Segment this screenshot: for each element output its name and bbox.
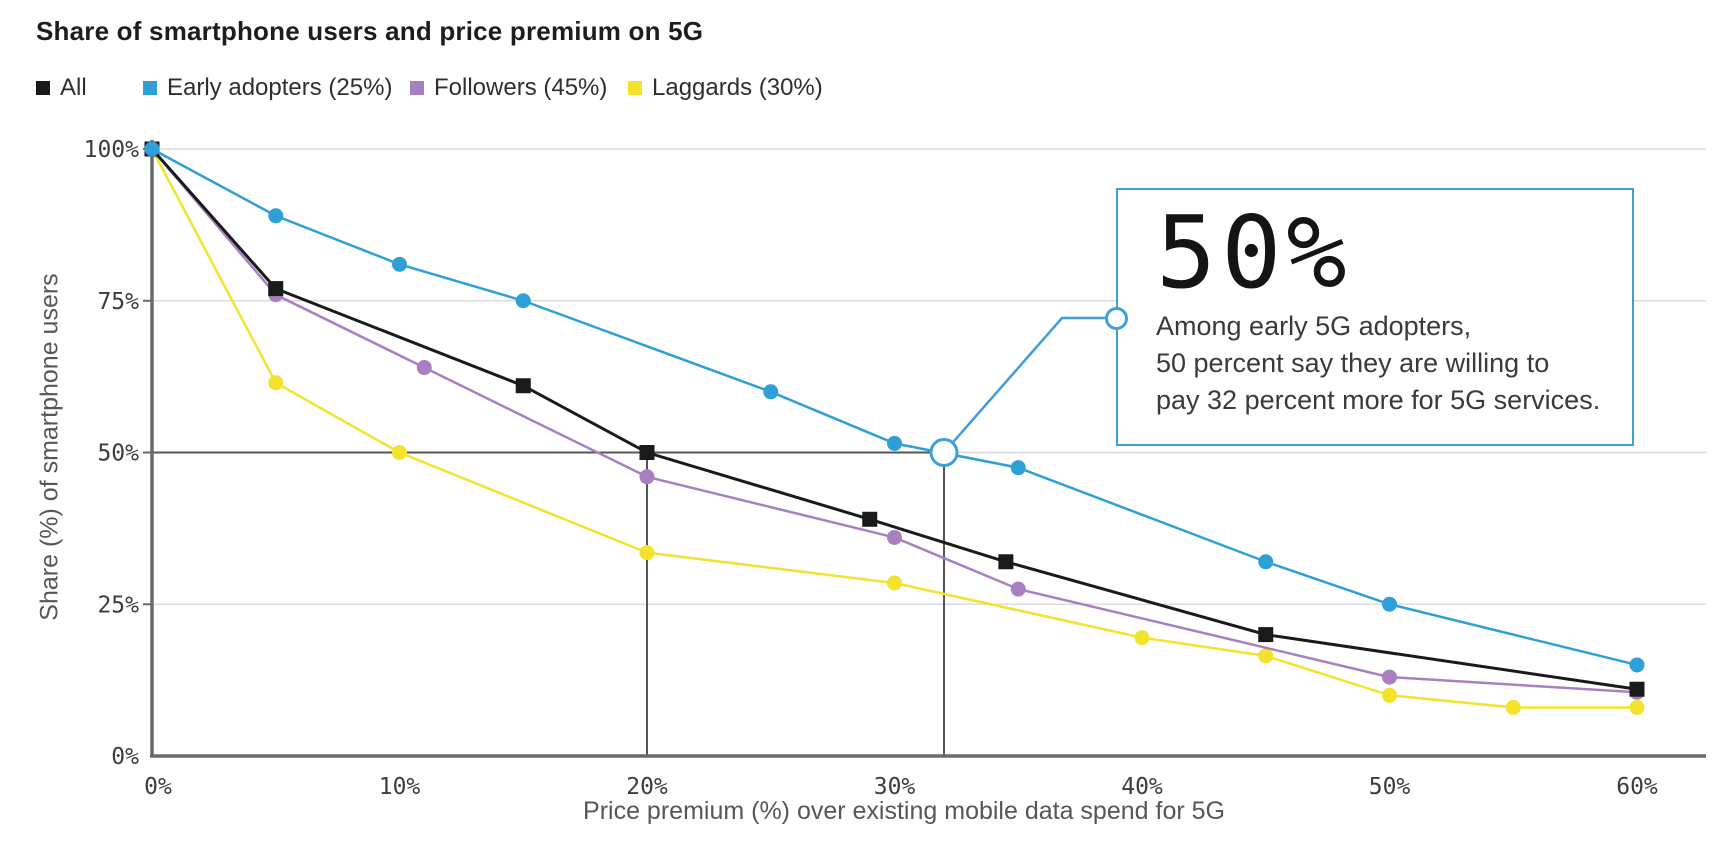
data-point-early-adopters-25 xyxy=(144,141,160,157)
data-point-followers-45 xyxy=(1010,581,1026,597)
data-point-laggards-30 xyxy=(1505,699,1521,715)
data-point-followers-45 xyxy=(887,529,902,545)
series-line-followers-45 xyxy=(151,148,1638,694)
y-tick-label: 75% xyxy=(97,289,139,315)
y-tick-label: 50% xyxy=(97,441,139,467)
callout-anchor-dot xyxy=(1105,307,1128,330)
annotation-box: 50% Among early 5G adopters, 50 percent … xyxy=(1116,188,1634,446)
legend-label: Early adopters (25%) xyxy=(167,74,393,101)
legend-item-followers-45: Followers (45%) xyxy=(410,74,607,102)
x-tick-label: 40% xyxy=(1121,774,1163,800)
data-point-all xyxy=(515,378,531,394)
data-point-laggards-30 xyxy=(887,575,902,591)
legend-item-all: All xyxy=(36,74,87,102)
legend-swatch xyxy=(410,81,424,95)
data-point-early-adopters-25 xyxy=(1258,554,1274,570)
legend-label: All xyxy=(60,74,87,101)
x-tick-label: 10% xyxy=(379,774,421,800)
x-tick-label: 30% xyxy=(874,774,916,800)
legend-label: Laggards (30%) xyxy=(652,74,823,101)
y-tick-label: 0% xyxy=(111,744,139,770)
highlight-point xyxy=(929,438,959,467)
chart-title: Share of smartphone users and price prem… xyxy=(36,16,704,46)
legend-item-early-adopters-25: Early adopters (25%) xyxy=(143,74,392,102)
data-point-laggards-30 xyxy=(392,445,407,460)
x-axis-title: Price premium (%) over existing mobile d… xyxy=(583,797,1225,825)
data-point-all xyxy=(268,281,284,297)
annotation-line-3: pay 32 percent more for 5G services. xyxy=(1156,385,1601,415)
series-line-laggards-30 xyxy=(150,148,1637,709)
x-tick-label: 50% xyxy=(1369,774,1411,800)
data-point-all xyxy=(862,511,878,527)
data-point-laggards-30 xyxy=(1258,648,1274,664)
legend-swatch xyxy=(628,81,642,95)
legend-label: Followers (45%) xyxy=(434,74,608,101)
data-point-followers-45 xyxy=(416,360,432,376)
data-point-all xyxy=(1258,627,1274,643)
data-point-all xyxy=(639,445,655,460)
data-point-laggards-30 xyxy=(1134,630,1150,646)
data-point-all xyxy=(1629,681,1645,697)
data-point-followers-45 xyxy=(1382,669,1397,685)
legend-swatch xyxy=(36,81,50,95)
data-point-early-adopters-25 xyxy=(515,293,531,309)
callout-line xyxy=(943,316,1106,454)
data-point-early-adopters-25 xyxy=(763,384,779,400)
legend-item-laggards-30: Laggards (30%) xyxy=(628,74,823,102)
data-point-laggards-30 xyxy=(1629,699,1645,715)
data-point-early-adopters-25 xyxy=(1010,460,1026,476)
annotation-line-2: 50 percent say they are willing to xyxy=(1156,348,1550,378)
data-point-early-adopters-25 xyxy=(392,256,407,272)
data-point-early-adopters-25 xyxy=(887,435,902,451)
y-tick-label: 25% xyxy=(97,592,139,618)
data-point-all xyxy=(998,554,1014,570)
annotation-value: 50% xyxy=(1156,194,1352,311)
data-point-followers-45 xyxy=(639,469,655,485)
y-tick-label: 100% xyxy=(84,137,140,163)
series-line-early-adopters-25 xyxy=(151,147,1638,667)
data-point-early-adopters-25 xyxy=(1382,596,1397,612)
y-axis-title: Share (%) of smartphone users xyxy=(35,273,64,621)
data-point-early-adopters-25 xyxy=(1629,657,1645,673)
x-tick-label: 0% xyxy=(144,774,172,800)
annotation-line-1: Among early 5G adopters, xyxy=(1156,311,1472,341)
data-point-early-adopters-25 xyxy=(268,208,284,224)
data-point-laggards-30 xyxy=(268,375,284,391)
data-point-laggards-30 xyxy=(1382,687,1397,703)
legend-swatch xyxy=(143,81,157,95)
x-tick-label: 60% xyxy=(1616,774,1658,800)
x-tick-label: 20% xyxy=(626,774,668,800)
series-line-all xyxy=(150,148,1638,691)
data-point-laggards-30 xyxy=(639,545,655,561)
